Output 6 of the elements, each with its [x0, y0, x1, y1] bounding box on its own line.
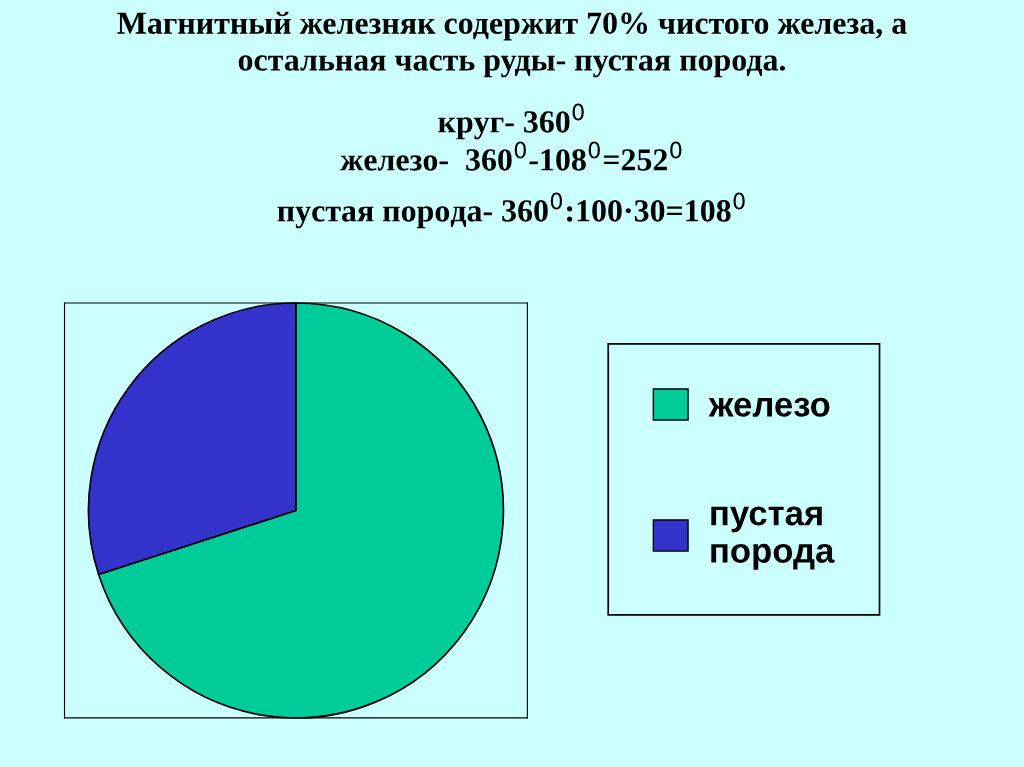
legend-label: железо — [708, 397, 830, 417]
text: железо- 360$^{0}$-108$^{0}$=252$^{0}$ — [340, 141, 682, 171]
text: круг- 360$^{0}$ — [438, 103, 584, 140]
text: пустая порода- 360$^{0}$:100·30=108$^{0}$ — [277, 192, 745, 229]
chart-title: Магнитный железняк содержит 70% чистого железа, а остальная часть руды- пустая порода. — [117, 11, 907, 78]
legend-label: пустая порода — [711, 506, 835, 570]
